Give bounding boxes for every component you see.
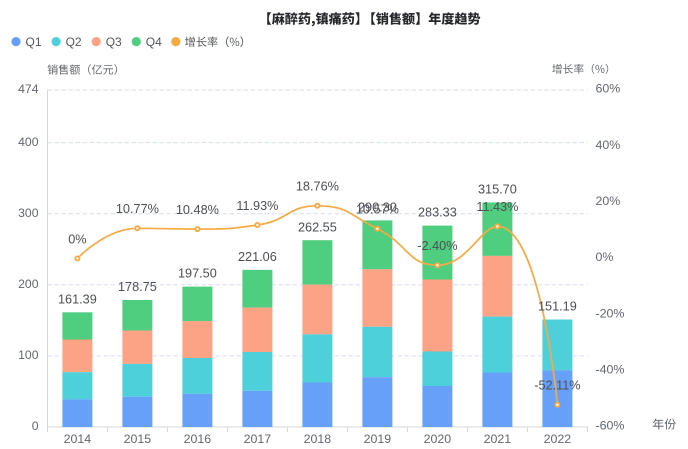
svg-text:Q1: Q1: [26, 35, 42, 49]
svg-text:2022: 2022: [544, 432, 572, 446]
svg-text:Q2: Q2: [66, 35, 82, 49]
svg-text:161.39: 161.39: [58, 292, 97, 306]
svg-text:60%: 60%: [596, 82, 621, 96]
svg-text:2014: 2014: [64, 432, 92, 446]
svg-text:2017: 2017: [244, 432, 272, 446]
svg-text:2018: 2018: [304, 432, 332, 446]
svg-text:Q3: Q3: [106, 35, 122, 49]
svg-text:200: 200: [18, 277, 39, 291]
svg-text:-52.11%: -52.11%: [534, 379, 580, 393]
svg-text:474: 474: [18, 82, 39, 96]
svg-text:40%: 40%: [596, 138, 621, 152]
svg-text:2015: 2015: [124, 432, 152, 446]
svg-text:2016: 2016: [184, 432, 212, 446]
svg-text:151.19: 151.19: [538, 300, 577, 314]
svg-text:400: 400: [18, 135, 39, 149]
svg-text:221.06: 221.06: [238, 250, 277, 264]
svg-text:10.48%: 10.48%: [176, 203, 219, 217]
svg-text:262.55: 262.55: [298, 220, 337, 234]
svg-text:-60%: -60%: [596, 419, 625, 433]
svg-text:315.70: 315.70: [478, 183, 517, 197]
svg-text:10.77%: 10.77%: [116, 202, 159, 216]
svg-text:-40%: -40%: [596, 362, 625, 376]
svg-text:0%: 0%: [596, 250, 614, 264]
svg-text:11.93%: 11.93%: [236, 199, 278, 213]
svg-text:197.50: 197.50: [178, 267, 217, 281]
svg-text:Q4: Q4: [146, 35, 162, 49]
svg-text:283.33: 283.33: [418, 206, 457, 220]
svg-text:100: 100: [18, 348, 39, 362]
svg-text:10.57%: 10.57%: [356, 203, 399, 217]
svg-text:11.43%: 11.43%: [476, 200, 518, 214]
svg-text:290.30: 290.30: [358, 201, 397, 215]
svg-text:300: 300: [18, 206, 39, 220]
svg-text:18.76%: 18.76%: [296, 180, 339, 194]
svg-text:178.75: 178.75: [118, 280, 157, 294]
svg-text:0%: 0%: [68, 232, 86, 246]
svg-text:0: 0: [32, 419, 39, 433]
svg-text:-20%: -20%: [596, 306, 625, 320]
svg-text:2021: 2021: [484, 432, 512, 446]
svg-text:20%: 20%: [596, 194, 621, 208]
svg-text:2020: 2020: [424, 432, 452, 446]
svg-text:-2.40%: -2.40%: [417, 239, 457, 253]
svg-text:2019: 2019: [364, 432, 392, 446]
